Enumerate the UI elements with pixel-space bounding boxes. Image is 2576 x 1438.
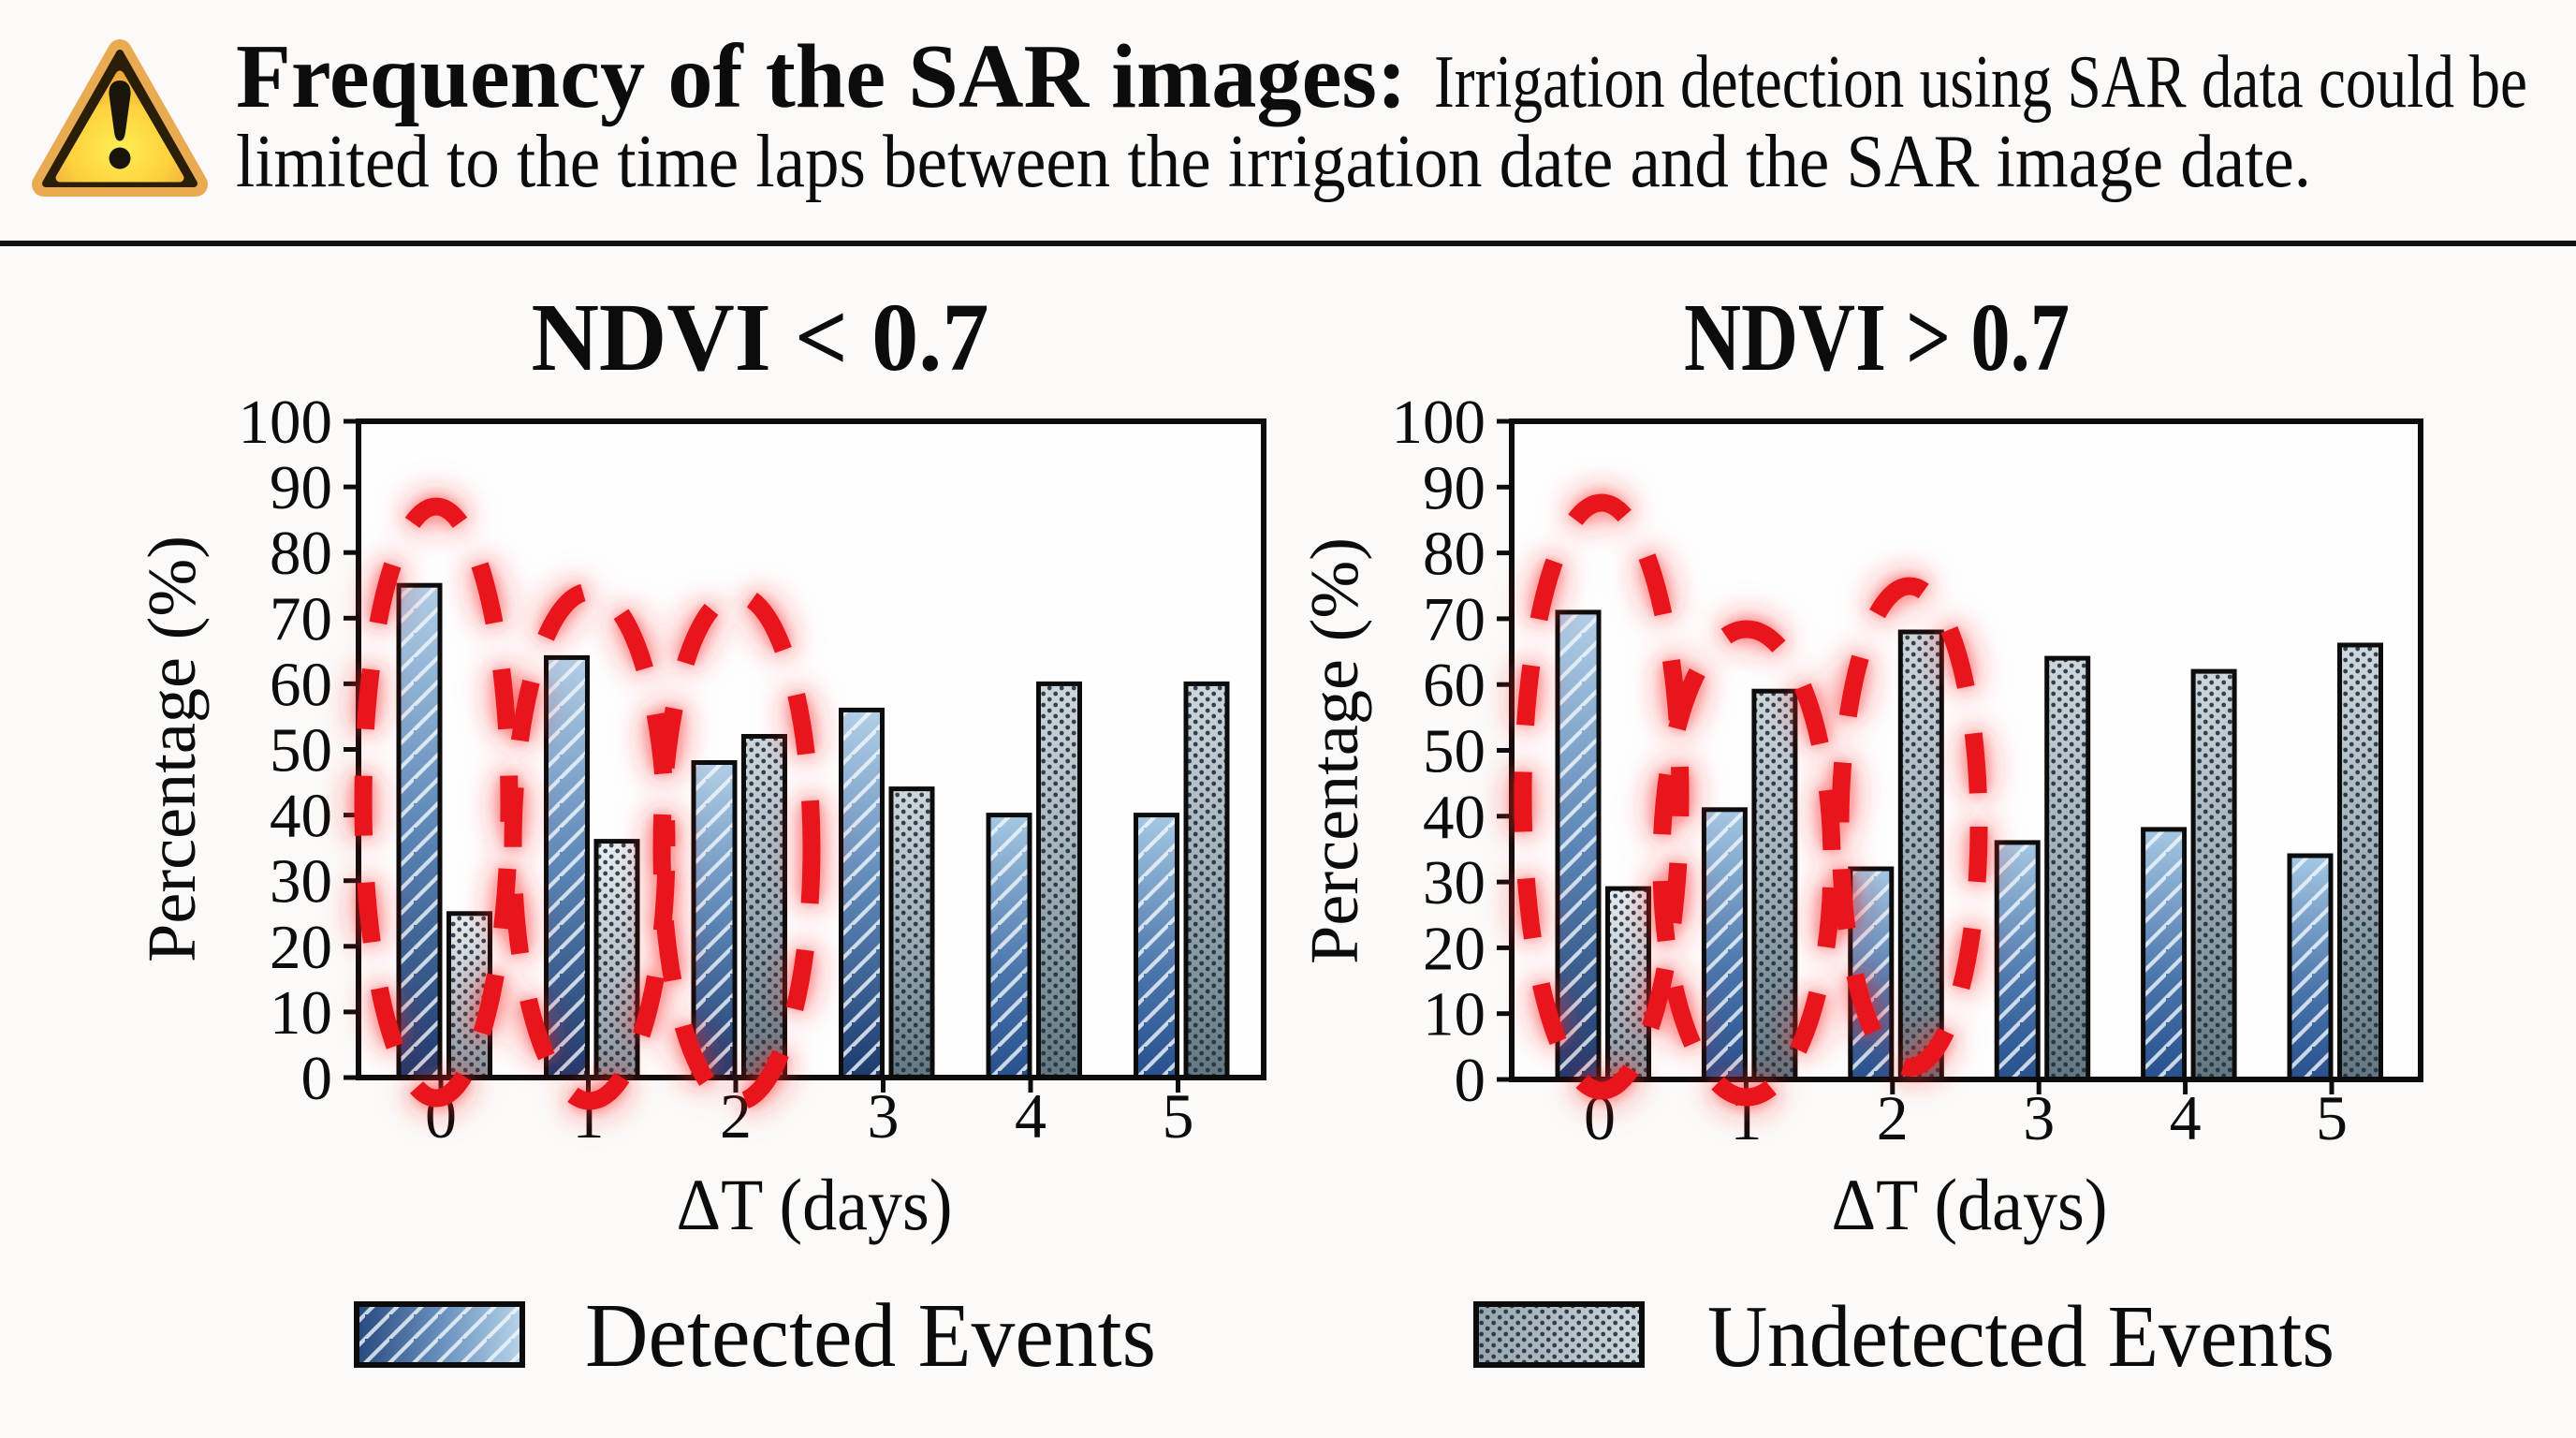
svg-text:4: 4 bbox=[2170, 1082, 2202, 1153]
svg-text:90: 90 bbox=[1423, 453, 1486, 522]
svg-text:ΔT (days): ΔT (days) bbox=[1832, 1164, 2108, 1245]
svg-text:30: 30 bbox=[270, 847, 332, 917]
svg-text:40: 40 bbox=[270, 782, 332, 851]
svg-text:ΔT (days): ΔT (days) bbox=[677, 1164, 953, 1245]
svg-text:limited to the time laps betwe: limited to the time laps between the irr… bbox=[236, 121, 2311, 203]
svg-text:Percentage (%): Percentage (%) bbox=[1296, 537, 1372, 964]
svg-text:2: 2 bbox=[1877, 1082, 1909, 1153]
svg-text:0: 0 bbox=[1455, 1046, 1486, 1115]
svg-text:80: 80 bbox=[1423, 520, 1486, 589]
svg-text:Undetected Events: Undetected Events bbox=[1707, 1288, 2334, 1386]
svg-text:90: 90 bbox=[270, 453, 332, 522]
svg-text:10: 10 bbox=[270, 978, 332, 1048]
svg-text:30: 30 bbox=[1423, 848, 1486, 917]
svg-text:10: 10 bbox=[1423, 980, 1486, 1049]
svg-text:70: 70 bbox=[1423, 585, 1486, 654]
svg-text:3: 3 bbox=[2023, 1082, 2055, 1153]
svg-text:20: 20 bbox=[1423, 914, 1486, 983]
svg-text:60: 60 bbox=[1423, 651, 1486, 720]
svg-text:NDVI > 0.7: NDVI > 0.7 bbox=[1684, 284, 2070, 391]
svg-text:5: 5 bbox=[2316, 1082, 2348, 1153]
svg-text:Irrigation detection using SAR: Irrigation detection using SAR data coul… bbox=[1434, 41, 2527, 124]
svg-text:50: 50 bbox=[1423, 717, 1486, 786]
svg-text:4: 4 bbox=[1015, 1080, 1046, 1152]
svg-text:0: 0 bbox=[301, 1044, 333, 1113]
svg-text:70: 70 bbox=[270, 584, 332, 653]
svg-text:100: 100 bbox=[239, 388, 333, 457]
svg-text:Frequency of the SAR images:: Frequency of the SAR images: bbox=[236, 26, 1407, 126]
svg-text:40: 40 bbox=[1423, 783, 1486, 852]
svg-text:100: 100 bbox=[1392, 388, 1486, 457]
svg-text:20: 20 bbox=[270, 913, 332, 982]
svg-text:Percentage (%): Percentage (%) bbox=[134, 536, 210, 962]
svg-text:50: 50 bbox=[270, 716, 332, 785]
svg-text:NDVI < 0.7: NDVI < 0.7 bbox=[532, 284, 989, 391]
svg-text:60: 60 bbox=[270, 650, 332, 719]
svg-text:3: 3 bbox=[868, 1080, 900, 1152]
svg-text:Detected Events: Detected Events bbox=[585, 1285, 1156, 1387]
svg-text:80: 80 bbox=[270, 519, 332, 588]
svg-text:5: 5 bbox=[1163, 1080, 1194, 1152]
